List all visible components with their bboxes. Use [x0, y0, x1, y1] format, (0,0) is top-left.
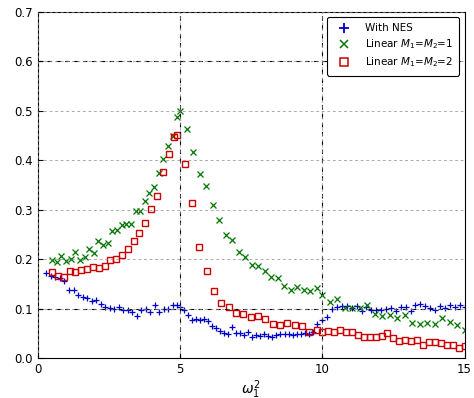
X-axis label: $\omega_1^2$: $\omega_1^2$ [241, 379, 261, 398]
Legend: With NES, Linear $M_1$=$M_2$=1, Linear $M_1$=$M_2$=2: With NES, Linear $M_1$=$M_2$=1, Linear $… [327, 17, 459, 76]
